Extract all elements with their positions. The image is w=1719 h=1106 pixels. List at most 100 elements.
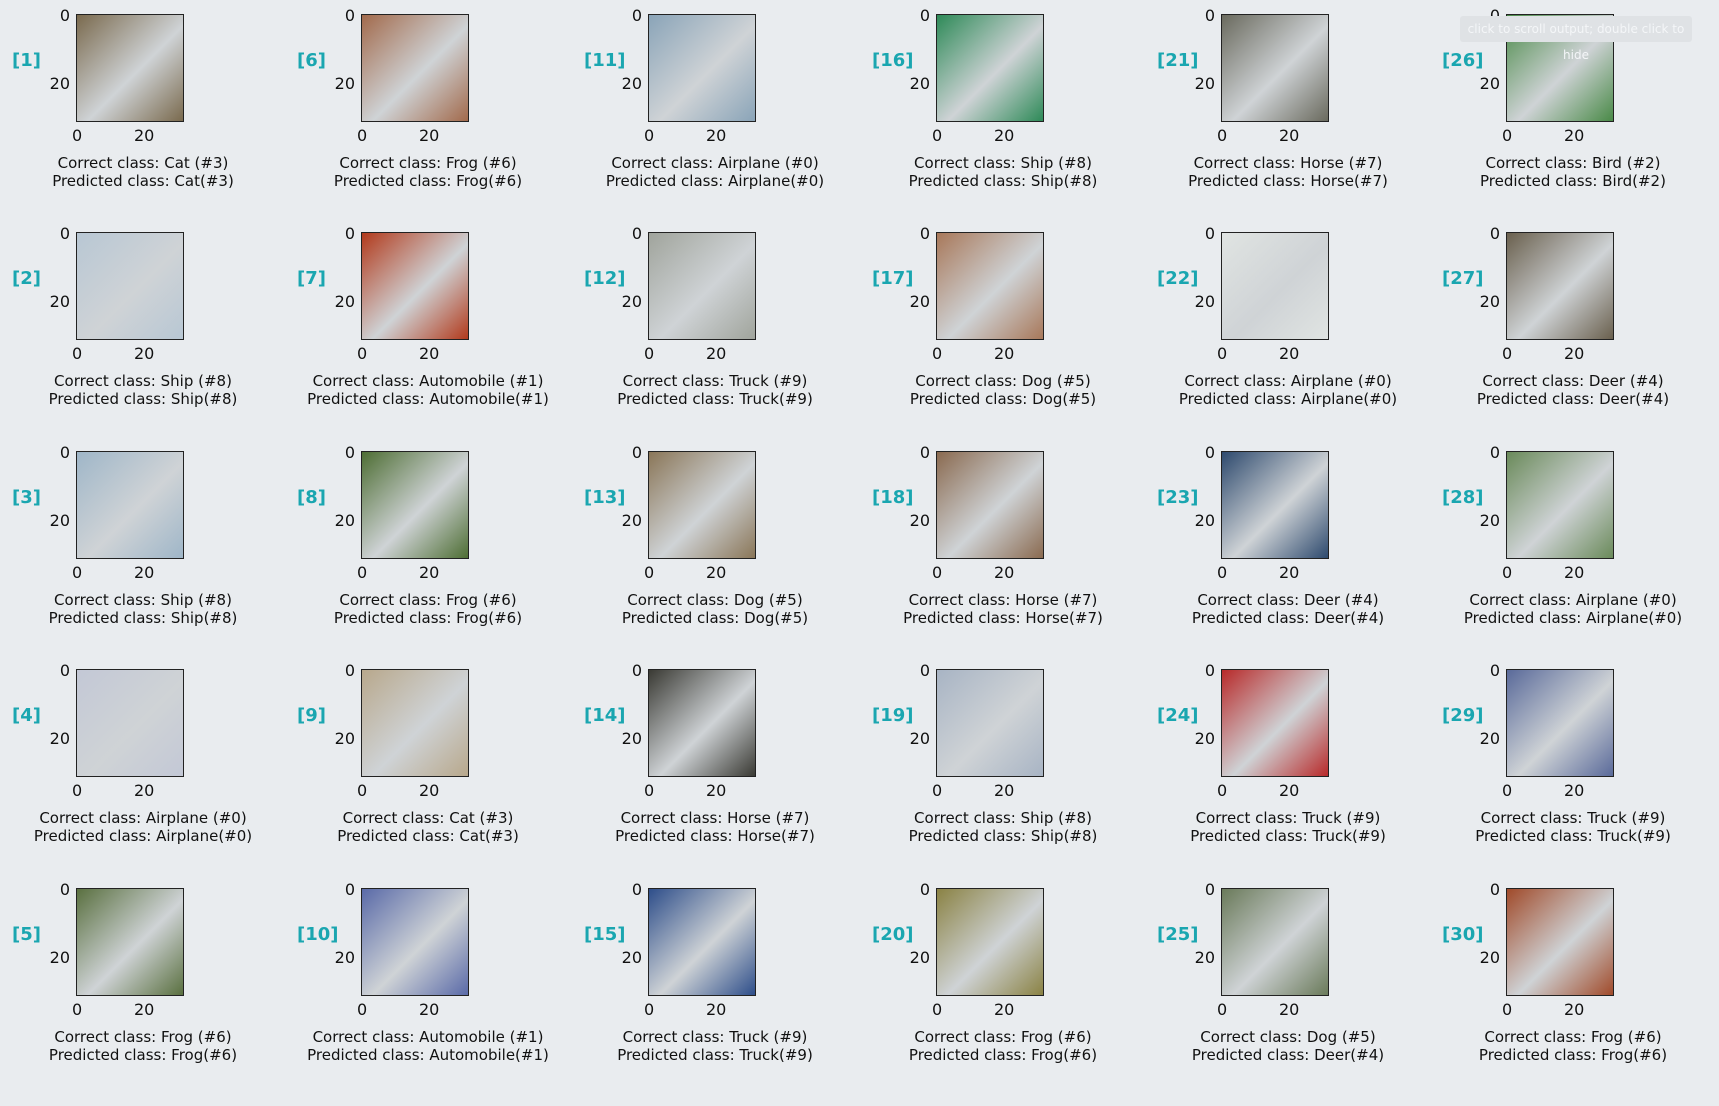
image-cell: [4] 0 20 0 20 Correct class: Airplane (#0) Pre… <box>0 661 286 887</box>
cell-index-label: [1] <box>12 50 41 71</box>
y-tick-20: 20 <box>621 74 642 93</box>
frog-image <box>76 888 184 996</box>
image-axes: 0 20 0 20 <box>50 224 184 364</box>
y-tick-20: 20 <box>1479 948 1500 967</box>
x-tick-20: 20 <box>706 1000 727 1019</box>
image-axes: 0 20 0 20 <box>1195 661 1329 801</box>
x-tick-0: 0 <box>1502 1000 1513 1019</box>
correct-class-label: Correct class: Truck (#9) <box>1195 809 1381 827</box>
x-tick-20: 20 <box>1564 781 1585 800</box>
image-cell: [6] 0 20 0 20 Correct class: Frog (#6) Predict… <box>285 6 571 232</box>
image-axes: 0 20 0 20 <box>50 443 184 583</box>
x-tick-20: 20 <box>1279 1000 1300 1019</box>
correct-class-label: Correct class: Frog (#6) <box>914 1028 1092 1046</box>
y-tick-0: 0 <box>344 443 355 462</box>
correct-class-label: Correct class: Ship (#8) <box>914 154 1092 172</box>
y-tick-0: 0 <box>919 880 930 899</box>
correct-class-label: Correct class: Truck (#9) <box>1480 809 1666 827</box>
y-tick-0: 0 <box>59 443 70 462</box>
correct-class-label: Correct class: Frog (#6) <box>1484 1028 1662 1046</box>
cell-index-label: [20] <box>872 924 914 945</box>
dog-image <box>1221 888 1329 996</box>
frog-image <box>936 888 1044 996</box>
image-axes: 0 20 0 20 <box>910 443 1044 583</box>
image-cell: [5] 0 20 0 20 Correct class: Frog (#6) Predict… <box>0 880 286 1106</box>
cell-index-label: [8] <box>297 487 326 508</box>
correct-class-label: Correct class: Deer (#4) <box>1482 372 1664 390</box>
cell-index-label: [29] <box>1442 705 1484 726</box>
predicted-class-label: Predicted class: Bird(#2) <box>1480 172 1666 190</box>
predicted-class-label: Predicted class: Truck(#9) <box>1475 827 1671 845</box>
truck-image <box>1506 669 1614 777</box>
output-scroll-hint[interactable]: click to scroll output; double click to … <box>1460 16 1692 62</box>
y-tick-20: 20 <box>909 948 930 967</box>
image-axes: 0 20 0 20 <box>1480 880 1614 1020</box>
x-tick-20: 20 <box>1564 344 1585 363</box>
predicted-class-label: Predicted class: Frog(#6) <box>1478 1046 1668 1064</box>
x-tick-0: 0 <box>1217 126 1228 145</box>
x-tick-0: 0 <box>932 781 943 800</box>
x-tick-0: 0 <box>1502 126 1513 145</box>
image-cell: [17] 0 20 0 20 Correct class: Dog (#5) Predict… <box>860 224 1146 450</box>
x-tick-0: 0 <box>357 344 368 363</box>
x-tick-20: 20 <box>419 344 440 363</box>
image-cell: [18] 0 20 0 20 Correct class: Horse (#7) Predi… <box>860 443 1146 669</box>
x-tick-0: 0 <box>644 563 655 582</box>
airplane-image <box>1221 232 1329 340</box>
airplane-image <box>1506 451 1614 559</box>
cell-index-label: [2] <box>12 268 41 289</box>
y-tick-0: 0 <box>919 6 930 25</box>
image-axes: 0 20 0 20 <box>1195 443 1329 583</box>
cell-index-label: [26] <box>1442 50 1484 71</box>
x-tick-20: 20 <box>706 781 727 800</box>
y-tick-20: 20 <box>49 948 70 967</box>
deer-image <box>1506 232 1614 340</box>
x-tick-20: 20 <box>1279 126 1300 145</box>
image-axes: 0 20 0 20 <box>335 443 469 583</box>
y-tick-20: 20 <box>621 948 642 967</box>
image-cell: [23] 0 20 0 20 Correct class: Deer (#4) Predic… <box>1145 443 1431 669</box>
class-caption: Correct class: Truck (#9) Predicted class… <box>1145 809 1431 845</box>
class-caption: Correct class: Ship (#8) Predicted class:… <box>860 809 1146 845</box>
output-image-grid: [1] 0 20 0 20 Correct class: Cat (#3) Predicte… <box>0 6 1716 1064</box>
y-tick-0: 0 <box>1470 6 1500 25</box>
class-caption: Correct class: Horse (#7) Predicted class… <box>572 809 858 845</box>
y-tick-20: 20 <box>49 511 70 530</box>
class-caption: Correct class: Dog (#5) Predicted class: … <box>572 591 858 627</box>
correct-class-label: Correct class: Horse (#7) <box>620 809 810 827</box>
image-cell: [26] 0 20 0 20 Correct class: Bird (#2)Predic… <box>1430 6 1716 232</box>
x-tick-20: 20 <box>134 563 155 582</box>
cell-index-label: [19] <box>872 705 914 726</box>
ship-image <box>76 451 184 559</box>
correct-class-label: Correct class: Ship (#8) <box>914 809 1092 827</box>
image-cell: [13] 0 20 0 20 Correct class: Dog (#5) Predict… <box>572 443 858 669</box>
y-tick-0: 0 <box>631 661 642 680</box>
predicted-class-label: Predicted class: Horse(#7) <box>1188 172 1388 190</box>
x-tick-0: 0 <box>357 1000 368 1019</box>
cell-index-label: [23] <box>1157 487 1199 508</box>
x-tick-0: 0 <box>932 1000 943 1019</box>
x-tick-20: 20 <box>1279 344 1300 363</box>
class-caption: Correct class: Frog (#6) Predicted class:… <box>860 1028 1146 1064</box>
x-tick-20: 20 <box>419 781 440 800</box>
correct-class-label: Correct class: Dog (#5) <box>1200 1028 1376 1046</box>
ship-image <box>936 14 1044 122</box>
y-tick-20: 20 <box>1479 511 1500 530</box>
x-tick-20: 20 <box>419 1000 440 1019</box>
x-tick-20: 20 <box>134 1000 155 1019</box>
image-axes: 0 20 0 20 <box>910 661 1044 801</box>
automobile-image <box>361 232 469 340</box>
y-tick-20: 20 <box>334 948 355 967</box>
y-tick-20: 20 <box>1194 729 1215 748</box>
class-caption: Correct class: Frog (#6) Predicted class:… <box>0 1028 286 1064</box>
correct-class-label: Correct class: Automobile (#1) <box>312 372 544 390</box>
class-caption: Correct class: Airplane (#0) Predicted cl… <box>0 809 286 845</box>
image-axes: 0 20 0 20 <box>50 880 184 1020</box>
frog-image <box>361 451 469 559</box>
predicted-class-label: Predicted class: Airplane(#0) <box>605 172 825 190</box>
predicted-class-label: Predicted class: Dog(#5) <box>621 609 809 627</box>
cell-index-label: [9] <box>297 705 326 726</box>
image-axes: 0 20 0 20 <box>910 6 1044 146</box>
x-tick-20: 20 <box>1564 1000 1585 1019</box>
x-tick-20: 20 <box>134 781 155 800</box>
